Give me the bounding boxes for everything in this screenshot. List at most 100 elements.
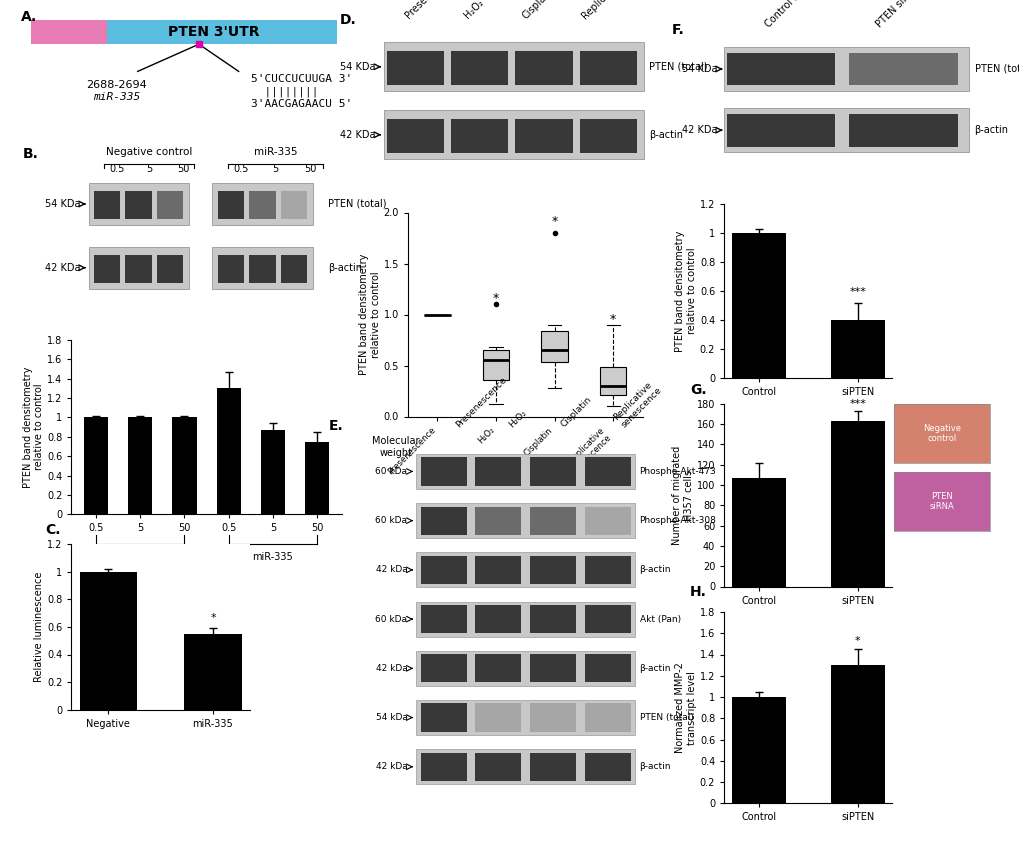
Text: 5: 5 bbox=[146, 164, 152, 174]
Text: 42 kDa: 42 kDa bbox=[375, 664, 407, 673]
Bar bbox=[280, 255, 307, 282]
Text: Molecular
weight: Molecular weight bbox=[372, 436, 419, 458]
Bar bbox=[420, 457, 466, 485]
Y-axis label: Normalized MMP-2
transcript level: Normalized MMP-2 transcript level bbox=[675, 662, 696, 753]
Text: Cisplatin: Cisplatin bbox=[521, 0, 557, 20]
Bar bbox=[217, 191, 244, 219]
Text: Control siRNA: Control siRNA bbox=[762, 0, 817, 30]
Text: Negative control: Negative control bbox=[106, 147, 193, 157]
Bar bbox=[416, 700, 635, 735]
Text: 42 kDa: 42 kDa bbox=[375, 565, 407, 575]
Text: Negative control: Negative control bbox=[100, 552, 180, 562]
Bar bbox=[579, 119, 637, 153]
Bar bbox=[420, 704, 466, 732]
Bar bbox=[579, 51, 637, 85]
Bar bbox=[475, 704, 521, 732]
Text: Negative
control: Negative control bbox=[922, 424, 960, 443]
Bar bbox=[475, 605, 521, 633]
Bar bbox=[420, 507, 466, 535]
Bar bbox=[475, 507, 521, 535]
Text: H₂O₂: H₂O₂ bbox=[506, 408, 528, 429]
Text: G.: G. bbox=[689, 383, 706, 398]
Y-axis label: Number of migrated
H357 cells: Number of migrated H357 cells bbox=[672, 445, 693, 545]
Bar bbox=[530, 704, 576, 732]
Text: β-actin: β-actin bbox=[639, 565, 671, 575]
Text: 0.5: 0.5 bbox=[233, 164, 249, 174]
Bar bbox=[420, 753, 466, 781]
Bar bbox=[450, 119, 507, 153]
Bar bbox=[125, 191, 152, 219]
Text: 42 KDa: 42 KDa bbox=[45, 263, 81, 273]
Bar bbox=[584, 704, 630, 732]
Text: *: * bbox=[854, 636, 860, 646]
Bar bbox=[212, 183, 312, 225]
Text: 50: 50 bbox=[177, 164, 190, 174]
Text: ***: *** bbox=[849, 287, 865, 297]
Text: 42 kDa: 42 kDa bbox=[375, 762, 407, 771]
Bar bbox=[584, 556, 630, 584]
Text: A.: A. bbox=[21, 10, 38, 24]
Text: 42 KDa: 42 KDa bbox=[340, 130, 375, 139]
Bar bbox=[420, 556, 466, 584]
Text: B.: B. bbox=[22, 147, 39, 161]
Bar bbox=[420, 654, 466, 683]
Text: Cisplatin: Cisplatin bbox=[558, 395, 593, 429]
Bar bbox=[584, 753, 630, 781]
Text: β-actin: β-actin bbox=[639, 762, 671, 771]
Bar bbox=[849, 114, 957, 146]
Bar bbox=[475, 654, 521, 683]
Bar bbox=[829, 320, 883, 378]
PathPatch shape bbox=[541, 332, 568, 362]
Bar bbox=[383, 110, 643, 159]
Text: Replicative: Replicative bbox=[579, 0, 625, 20]
Bar bbox=[280, 191, 307, 219]
Bar bbox=[723, 47, 968, 91]
Bar bbox=[530, 457, 576, 485]
Text: PTEN (total): PTEN (total) bbox=[973, 64, 1019, 74]
Text: 5: 5 bbox=[272, 164, 278, 174]
Text: F.: F. bbox=[671, 23, 684, 37]
Text: PTEN (total): PTEN (total) bbox=[328, 199, 386, 209]
Text: 54 KDa: 54 KDa bbox=[681, 64, 716, 74]
Bar bbox=[849, 53, 957, 85]
Bar bbox=[416, 651, 635, 686]
Bar bbox=[829, 665, 883, 803]
PathPatch shape bbox=[599, 367, 626, 395]
Text: β-actin: β-actin bbox=[973, 125, 1008, 135]
Text: C.: C. bbox=[46, 524, 61, 537]
Text: Presenescence: Presenescence bbox=[453, 375, 507, 429]
Y-axis label: PTEN band densitometry
relative to control: PTEN band densitometry relative to contr… bbox=[359, 254, 380, 375]
Bar bbox=[157, 255, 183, 282]
Bar bbox=[515, 119, 573, 153]
Text: miR-335: miR-335 bbox=[254, 147, 298, 157]
Bar bbox=[383, 42, 643, 91]
Bar bbox=[727, 114, 835, 146]
Text: β-actin: β-actin bbox=[649, 130, 683, 139]
Text: PTEN
siRNA: PTEN siRNA bbox=[928, 492, 954, 511]
Bar bbox=[94, 191, 120, 219]
Bar bbox=[530, 753, 576, 781]
Y-axis label: PTEN band densitometry
relative to control: PTEN band densitometry relative to contr… bbox=[675, 230, 696, 352]
Bar bbox=[172, 417, 197, 514]
Text: H₂O₂: H₂O₂ bbox=[462, 0, 485, 20]
Bar bbox=[416, 552, 635, 587]
Text: H.: H. bbox=[689, 586, 706, 599]
Text: 60 kDa: 60 kDa bbox=[375, 516, 407, 525]
Y-axis label: PTEN band densitometry
relative to control: PTEN band densitometry relative to contr… bbox=[22, 366, 44, 488]
Text: 2688-2694: 2688-2694 bbox=[86, 80, 147, 89]
Bar bbox=[184, 634, 242, 710]
Text: PTEN (total): PTEN (total) bbox=[639, 713, 693, 722]
Text: PTEN 3'UTR: PTEN 3'UTR bbox=[168, 25, 260, 39]
Text: D.: D. bbox=[340, 14, 357, 27]
Bar bbox=[107, 20, 336, 44]
Text: ***: *** bbox=[849, 399, 865, 409]
Bar bbox=[732, 697, 786, 803]
Bar bbox=[530, 605, 576, 633]
Bar bbox=[261, 430, 285, 514]
Bar bbox=[732, 233, 786, 378]
Bar bbox=[89, 183, 189, 225]
Bar bbox=[530, 654, 576, 683]
Bar bbox=[584, 507, 630, 535]
Bar bbox=[475, 753, 521, 781]
Bar bbox=[420, 605, 466, 633]
